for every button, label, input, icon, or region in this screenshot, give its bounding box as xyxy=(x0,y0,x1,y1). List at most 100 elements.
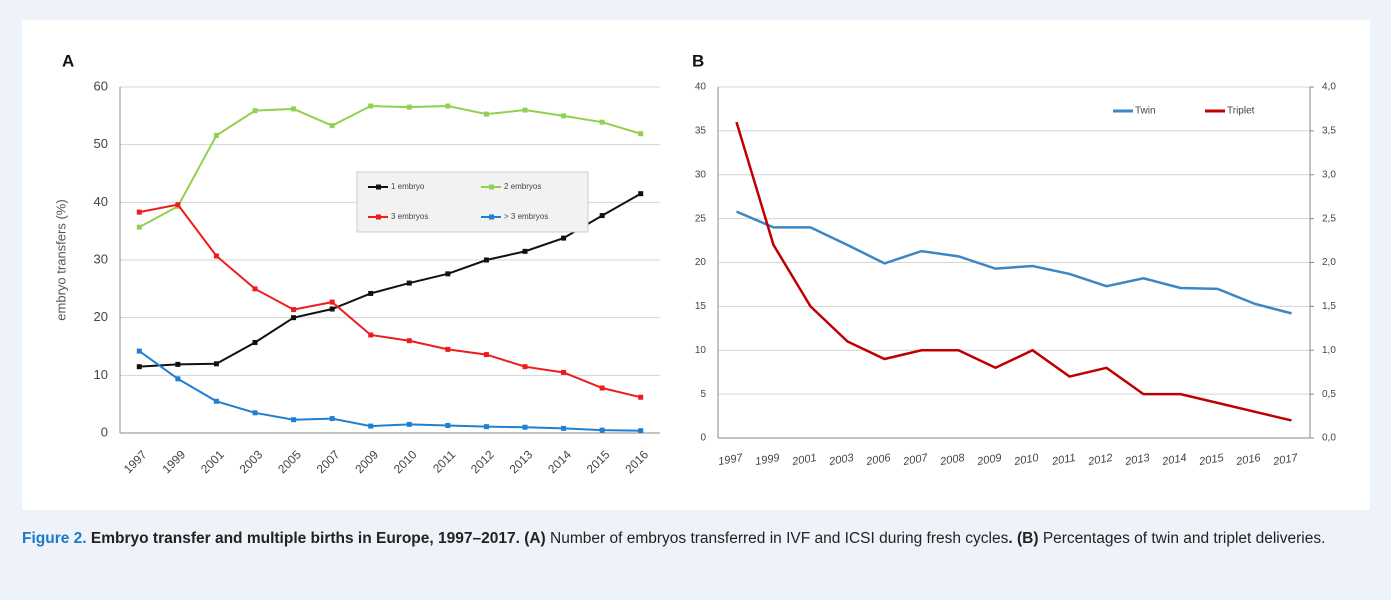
point xyxy=(291,315,297,321)
y2-tick-label: 1,5 xyxy=(1322,301,1336,312)
y-tick-label: 60 xyxy=(94,78,108,93)
caption-a-text: Number of embryos transferred in IVF and… xyxy=(550,530,1009,547)
chart-title: A xyxy=(62,51,74,70)
point xyxy=(291,106,297,112)
x-tick-label: 2014 xyxy=(1160,452,1187,468)
point xyxy=(638,131,644,137)
y-tick-label: 5 xyxy=(700,389,706,400)
point xyxy=(136,224,142,230)
point xyxy=(175,376,181,382)
point xyxy=(175,361,181,367)
legend-label: > 3 embryos xyxy=(504,212,548,221)
x-tick-label: 2015 xyxy=(1197,452,1225,468)
point xyxy=(483,352,489,358)
point xyxy=(561,425,567,431)
y-tick-label: 25 xyxy=(695,213,707,224)
y-tick-label: 35 xyxy=(695,126,707,137)
x-tick-label: 2011 xyxy=(1050,452,1076,468)
x-tick-label: 2010 xyxy=(1012,452,1040,468)
x-tick-label: 2008 xyxy=(938,452,966,468)
point xyxy=(406,338,412,344)
x-tick-label: 2006 xyxy=(864,452,892,468)
point xyxy=(561,113,567,119)
y2-tick-label: 4,0 xyxy=(1322,82,1336,93)
y2-tick-label: 2,0 xyxy=(1322,257,1336,268)
x-tick-label: 2017 xyxy=(1271,452,1299,468)
legend-marker xyxy=(376,214,381,220)
x-tick-label: 2013 xyxy=(1123,452,1151,468)
point xyxy=(213,253,219,259)
point xyxy=(483,257,489,263)
point xyxy=(136,209,142,215)
legend-box xyxy=(356,171,589,233)
y2-tick-label: 3,5 xyxy=(1322,126,1336,137)
point xyxy=(599,427,605,433)
series-line xyxy=(735,121,1292,422)
y2-tick-label: 1,0 xyxy=(1322,345,1336,356)
point xyxy=(368,290,374,296)
figure-panel xyxy=(22,20,1370,510)
point xyxy=(252,108,258,114)
legend-label: 2 embryos xyxy=(504,182,541,191)
legend-marker xyxy=(489,184,494,190)
caption-b-label: (B) xyxy=(1016,530,1039,547)
legend-label: 1 embryo xyxy=(391,182,425,191)
point xyxy=(291,417,297,423)
point xyxy=(213,398,219,404)
point xyxy=(329,306,335,312)
y-tick-label: 10 xyxy=(94,367,108,382)
point xyxy=(483,424,489,430)
point xyxy=(175,202,181,208)
y-tick-label: 15 xyxy=(695,301,707,312)
point xyxy=(599,385,605,391)
series-line xyxy=(138,105,642,229)
y-tick-label: 20 xyxy=(695,257,707,268)
point xyxy=(368,103,374,109)
point xyxy=(638,428,644,434)
series-line xyxy=(139,192,642,368)
point xyxy=(599,213,605,219)
point xyxy=(406,421,412,427)
y-tick-label: 30 xyxy=(695,169,707,180)
point xyxy=(252,286,258,292)
point xyxy=(522,364,528,370)
point xyxy=(638,394,644,400)
caption-b-text: Percentages of twin and triplet deliveri… xyxy=(1042,530,1326,547)
y-tick-label: 0 xyxy=(700,433,706,444)
point xyxy=(638,191,644,197)
point xyxy=(291,307,297,313)
legend-label: Twin xyxy=(1135,106,1156,117)
series-line xyxy=(138,350,641,432)
y-tick-label: 30 xyxy=(94,251,108,266)
point xyxy=(522,424,528,430)
y-tick-label: 0 xyxy=(101,424,108,439)
x-tick-label: 2001 xyxy=(790,452,817,468)
point xyxy=(561,235,567,241)
chart-title: B xyxy=(692,51,704,70)
x-tick-label: 2007 xyxy=(901,452,929,468)
y-tick-label: 40 xyxy=(94,194,108,209)
point xyxy=(136,348,142,354)
point xyxy=(599,119,605,125)
point xyxy=(445,271,451,277)
y2-tick-label: 3,0 xyxy=(1322,169,1336,180)
y2-tick-label: 0,5 xyxy=(1322,389,1336,400)
y-tick-label: 10 xyxy=(695,345,707,356)
point xyxy=(445,346,451,352)
series-line xyxy=(139,203,641,399)
point xyxy=(368,423,374,429)
x-tick-label: 2016 xyxy=(1234,452,1262,468)
y2-tick-label: 0,0 xyxy=(1322,433,1336,444)
y-tick-label: 50 xyxy=(94,136,108,151)
caption-a-label: (A) xyxy=(524,530,546,547)
y-tick-label: 20 xyxy=(94,309,108,324)
y-axis-label: embryo transfers (%) xyxy=(53,199,68,320)
caption-label: Figure 2. xyxy=(22,530,87,547)
point xyxy=(329,123,335,129)
point xyxy=(406,104,412,110)
point xyxy=(329,416,335,422)
x-tick-label: 2009 xyxy=(975,452,1002,468)
point xyxy=(252,410,258,416)
point xyxy=(213,132,219,138)
